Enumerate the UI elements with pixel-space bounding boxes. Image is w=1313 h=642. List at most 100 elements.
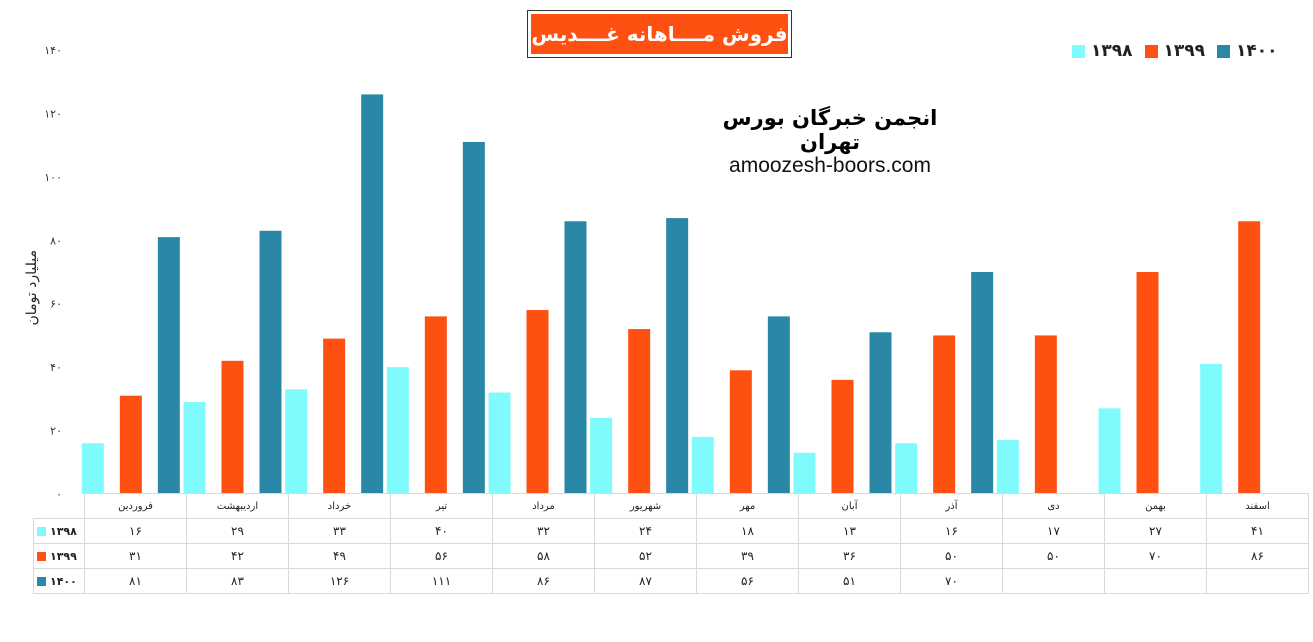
row-header: ۱۳۹۹	[33, 543, 85, 569]
data-label: ۳۲	[492, 518, 595, 544]
bar-۱۳۹۹-2	[323, 338, 346, 494]
legend: ۱۳۹۸ ۱۳۹۹ ۱۴۰۰	[1060, 40, 1278, 62]
legend-label: ۱۴۰۰	[1236, 41, 1278, 61]
legend-item: ۱۴۰۰	[1217, 41, 1278, 61]
data-table: فروردین اردیبهشت خرداد تیر مرداد شهریور مهر آبا…	[33, 493, 1309, 594]
data-label: ۱۲۶	[288, 568, 391, 594]
data-label: ۱۸	[696, 518, 799, 544]
bar-۱۳۹۹-11	[1238, 221, 1261, 494]
data-label: ۲۹	[186, 518, 289, 544]
data-label: ۵۲	[594, 543, 697, 569]
bar-۱۳۹۹-6	[729, 370, 752, 494]
bar-۱۳۹۹-10	[1136, 272, 1159, 494]
legend-swatch	[1217, 44, 1231, 58]
data-label	[1002, 568, 1105, 594]
bar-۱۳۹۸-11	[1200, 363, 1223, 494]
y-tick-label: ۱۰۰	[44, 171, 62, 184]
legend-swatch	[1072, 44, 1085, 58]
x-tick-label: آبان	[798, 493, 901, 519]
y-axis-label: میلیارد تومان	[24, 250, 40, 326]
data-label: ۸۱	[84, 568, 187, 594]
bar-۱۴۰۰-7	[869, 332, 892, 494]
row-series-name: ۱۳۹۹	[50, 549, 77, 563]
bar-۱۳۹۸-3	[386, 367, 409, 494]
data-label: ۸۶	[492, 568, 595, 594]
y-tick-label: ۱۲۰	[44, 107, 62, 120]
data-label: ۸۶	[1206, 543, 1309, 569]
bar-۱۳۹۸-6	[691, 436, 714, 494]
data-label: ۵۱	[798, 568, 901, 594]
website-url: amoozesh-boors.com	[729, 154, 931, 177]
row-series-name: ۱۴۰۰	[50, 574, 77, 588]
x-tick-label: اسفند	[1206, 493, 1309, 519]
data-label: ۳۹	[696, 543, 799, 569]
y-tick-label: ۶۰	[50, 298, 62, 311]
data-label: ۵۶	[390, 543, 493, 569]
data-label: ۸۷	[594, 568, 697, 594]
bar-۱۳۹۸-10	[1098, 408, 1121, 494]
x-tick-label: مهر	[696, 493, 799, 519]
row-header: ۱۳۹۸	[33, 518, 85, 544]
x-tick-label: اردیبهشت	[186, 493, 289, 519]
legend-swatch	[1144, 44, 1158, 58]
bar-۱۴۰۰-4	[564, 221, 587, 494]
data-label: ۵۰	[1002, 543, 1105, 569]
table-row: ۱۳۹۹ ۳۱ ۴۲ ۴۹ ۵۶ ۵۸ ۵۲ ۳۹ ۳۶ ۵۰ ۵۰ ۷۰ ۸۶	[33, 543, 1309, 569]
y-tick-label: ۴۰	[50, 361, 62, 374]
x-tick-label: مرداد	[492, 493, 595, 519]
legend-item: ۱۳۹۸	[1072, 41, 1133, 61]
data-label: ۵۶	[696, 568, 799, 594]
x-tick-label: شهریور	[594, 493, 697, 519]
row-series-name: ۱۳۹۸	[50, 524, 77, 538]
data-label: ۲۴	[594, 518, 697, 544]
x-tick-label: بهمن	[1104, 493, 1207, 519]
legend-label: ۱۳۹۸	[1091, 41, 1133, 61]
data-label: ۴۱	[1206, 518, 1309, 544]
data-label: ۳۱	[84, 543, 187, 569]
row-swatch	[37, 527, 46, 536]
bar-۱۳۹۹-4	[526, 310, 549, 494]
bar-۱۳۹۸-9	[996, 440, 1019, 494]
bar-۱۳۹۸-0	[81, 443, 104, 494]
bar-۱۳۹۸-8	[895, 443, 918, 494]
data-label: ۷۰	[900, 568, 1003, 594]
bar-۱۳۹۸-1	[183, 402, 206, 494]
data-label: ۵۸	[492, 543, 595, 569]
data-label	[1206, 568, 1309, 594]
y-tick-label: ۱۴۰	[44, 44, 62, 57]
bar-۱۳۹۸-7	[793, 452, 816, 494]
bar-۱۴۰۰-8	[971, 272, 994, 494]
data-label: ۴۲	[186, 543, 289, 569]
bar-۱۴۰۰-1	[259, 230, 282, 494]
y-tick-label: ۲۰	[50, 425, 62, 438]
x-tick-label: دی	[1002, 493, 1105, 519]
row-swatch	[37, 552, 46, 561]
data-label: ۸۳	[186, 568, 289, 594]
x-tick-label: آذر	[900, 493, 1003, 519]
bar-۱۳۹۸-2	[285, 389, 308, 494]
bar-۱۳۹۹-0	[119, 395, 142, 494]
bar-۱۳۹۹-3	[424, 316, 447, 494]
row-header: ۱۴۰۰	[33, 568, 85, 594]
data-label: ۳۶	[798, 543, 901, 569]
table-row: ۱۳۹۸ ۱۶ ۲۹ ۳۳ ۴۰ ۳۲ ۲۴ ۱۸ ۱۳ ۱۶ ۱۷ ۲۷ ۴۱	[33, 518, 1309, 544]
table-row: ۱۴۰۰ ۸۱ ۸۳ ۱۲۶ ۱۱۱ ۸۶ ۸۷ ۵۶ ۵۱ ۷۰	[33, 568, 1309, 594]
data-label: ۴۹	[288, 543, 391, 569]
data-label: ۱۳	[798, 518, 901, 544]
chart-title-box: فروش مــــاهانه غــــدیس	[527, 10, 792, 58]
x-tick-label: خرداد	[288, 493, 391, 519]
row-swatch	[37, 577, 46, 586]
y-tick-label: ۸۰	[50, 234, 62, 247]
data-label: ۱۱۱	[390, 568, 493, 594]
bar-۱۴۰۰-0	[157, 237, 180, 494]
data-label	[1104, 568, 1207, 594]
data-label: ۱۶	[84, 518, 187, 544]
legend-item: ۱۳۹۹	[1144, 41, 1205, 61]
data-label: ۲۷	[1104, 518, 1207, 544]
data-label: ۵۰	[900, 543, 1003, 569]
data-label: ۴۰	[390, 518, 493, 544]
x-tick-label: تیر	[390, 493, 493, 519]
table-corner	[33, 493, 85, 519]
data-label: ۱۶	[900, 518, 1003, 544]
